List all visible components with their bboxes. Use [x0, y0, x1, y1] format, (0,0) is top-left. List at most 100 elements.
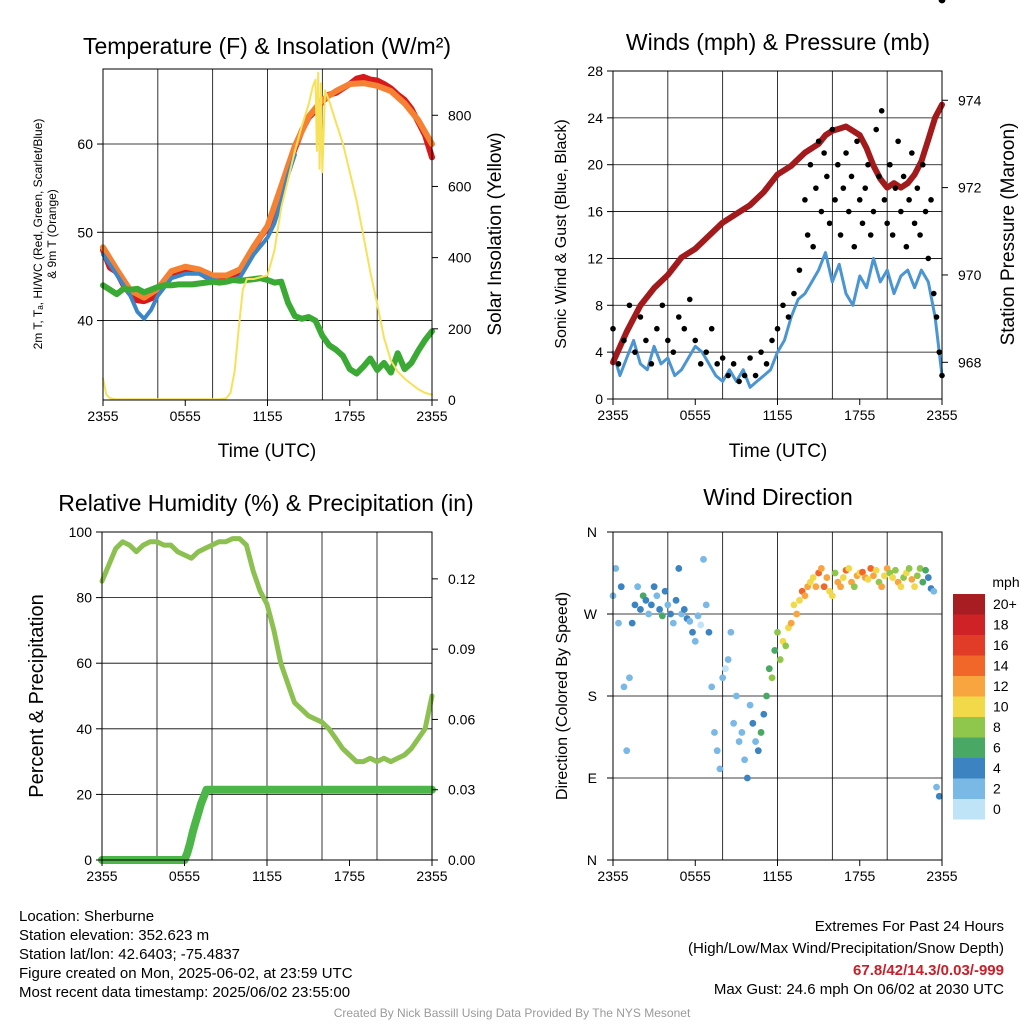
direction-point — [889, 574, 897, 581]
gust-point — [741, 372, 748, 379]
gust-point — [769, 337, 775, 344]
gust-point — [621, 337, 627, 344]
max-gust: Max Gust: 24.6 mph On 06/02 at 2030 UTC — [713, 981, 1004, 998]
speed-legend-swatch — [953, 717, 985, 738]
direction-point — [711, 729, 718, 736]
extremes-subtitle: (High/Low/Max Wind/Precipitation/Snow De… — [688, 940, 1004, 957]
y2-tick-label: 970 — [958, 267, 982, 283]
direction-point — [705, 628, 713, 636]
gust-point — [780, 302, 786, 309]
direction-point — [732, 692, 740, 700]
direction-point — [686, 617, 694, 625]
direction-point — [891, 566, 899, 574]
gust-point — [708, 325, 715, 332]
x-tick-label: 2355 — [416, 868, 447, 884]
y-tick-label: 60 — [77, 136, 93, 152]
x-tick-label: 1155 — [762, 868, 792, 884]
y2-tick-label: 972 — [958, 180, 982, 196]
speed-legend-swatch — [953, 594, 985, 615]
speed-legend-swatch — [953, 758, 985, 779]
gust-point — [791, 290, 797, 297]
gust-point — [936, 349, 943, 355]
temperature-ylabel-line2: & 9m T (Orange) — [45, 189, 59, 279]
speed-legend-label: 20+ — [993, 596, 1017, 612]
y2-tick-label: 800 — [448, 107, 472, 123]
speed-legend-swatch — [953, 737, 985, 758]
gust-point — [854, 138, 860, 145]
gust-point — [703, 349, 710, 355]
gust-point — [719, 355, 726, 361]
x-tick-label: 0555 — [680, 868, 711, 884]
gust-point — [881, 197, 888, 203]
direction-point — [664, 601, 672, 609]
speed-legend-swatch — [953, 614, 985, 635]
direction-point — [768, 674, 776, 682]
gust-point — [815, 138, 822, 145]
direction-point — [897, 583, 905, 591]
speed-legend-label: 6 — [993, 740, 1001, 756]
speed-legend-label: 8 — [993, 719, 1001, 735]
direction-point — [647, 601, 655, 609]
gust-point — [873, 126, 879, 133]
direction-point — [656, 606, 664, 613]
gust-point — [832, 197, 838, 203]
direction-grid — [613, 532, 942, 860]
winds-ticks: 2355 0555 1155 1755 235504812162024289689709… — [587, 63, 981, 423]
relative-humidity-line — [99, 536, 435, 765]
direction-point — [796, 596, 803, 604]
gust-point — [925, 255, 932, 262]
direction-point — [859, 568, 866, 576]
gust-point — [810, 243, 816, 250]
gust-point — [930, 290, 937, 297]
gust-point — [670, 349, 677, 355]
direction-point — [922, 566, 929, 574]
x-tick-label: 1155 — [762, 407, 792, 423]
direction-point — [741, 756, 748, 764]
x-tick-label: 2355 — [597, 407, 628, 423]
gust-point — [626, 302, 633, 309]
direction-point — [771, 647, 779, 654]
gust-point — [876, 173, 882, 180]
gust-point — [752, 372, 759, 379]
y2-tick-label: 0.03 — [448, 782, 475, 798]
figure-created: Figure created on Mon, 2025-06-02, at 23… — [19, 965, 353, 982]
gust-point — [884, 220, 890, 227]
y2-tick-label: 974 — [958, 92, 982, 108]
x-tick-label: 2355 — [416, 408, 447, 424]
gust-point — [807, 161, 814, 168]
x-tick-label: 2355 — [926, 407, 957, 423]
gust-point — [928, 197, 934, 203]
gust-point — [637, 314, 644, 320]
direction-point — [812, 583, 820, 591]
y-tick-label: 24 — [587, 110, 603, 126]
gust-point — [697, 361, 704, 367]
direction-tick-label: S — [588, 688, 597, 704]
station-latlon: Station lat/lon: 42.6403; -75.4837 — [19, 946, 241, 963]
gust-point — [665, 337, 671, 344]
direction-point — [935, 792, 943, 800]
speed-legend-label: 18 — [993, 617, 1009, 633]
direction-point — [661, 587, 669, 595]
td-line — [100, 275, 435, 377]
y-tick-label: 0 — [595, 391, 603, 407]
direction-series — [609, 0, 946, 800]
humidity-panel: Relative Humidity (%) & Precipitation (i… — [26, 490, 475, 884]
x-tick-label: 2355 — [87, 408, 118, 424]
direction-point — [763, 692, 770, 700]
gust-point — [870, 208, 877, 215]
x-tick-label: 2355 — [86, 868, 117, 884]
direction-point — [653, 592, 661, 600]
gust-point — [821, 150, 827, 156]
x-tick-label: 1155 — [252, 868, 282, 884]
gust-point — [843, 150, 849, 156]
gust-point — [889, 232, 896, 238]
temperature-y2label: Solar Insolation (Yellow) — [485, 132, 506, 335]
gust-point — [933, 314, 940, 320]
y2-tick-label: 0.00 — [448, 852, 475, 868]
direction-point — [689, 628, 696, 636]
direction-point — [697, 621, 705, 629]
speed-legend-label: 0 — [993, 801, 1001, 817]
gust-point — [785, 314, 792, 320]
speed-legend-label: 10 — [993, 699, 1009, 715]
